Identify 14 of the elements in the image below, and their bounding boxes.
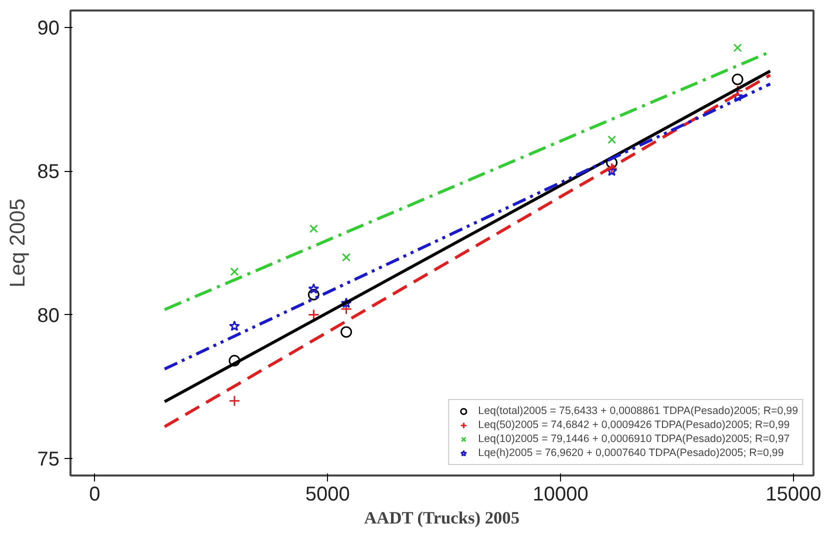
y-axis-title: Leq 2005 — [5, 198, 30, 288]
legend-label: Leq(50)2005 = 74,6842 + 0,0009426 TDPA(Pesado)2005; R=0,99 — [478, 418, 790, 432]
y-tick-label: 80 — [37, 304, 60, 327]
y-tick-label: 90 — [37, 18, 60, 40]
legend-label: Lqe(h)2005 = 76,9620 + 0,0007640 TDPA(Pesado)2005; R=0,99 — [478, 446, 784, 460]
x-tick-label: 0 — [89, 484, 100, 506]
y-tick-label: 75 — [37, 448, 60, 470]
x-tick-label: 5000 — [305, 484, 350, 506]
y-tick-label: 85 — [37, 161, 60, 184]
x-tick-label: 15000 — [766, 484, 822, 506]
legend-label: Leq(total)2005 = 75,6433 + 0,0008861 TDPA(Pesado)2005; R=0,99 — [478, 404, 798, 418]
x-tick-label: 10000 — [532, 484, 588, 506]
legend-label: Leq(10)2005 = 79,1446 + 0,0006910 TDPA(Pesado)2005; R=0,97 — [478, 432, 790, 446]
x-axis-title: AADT (Trucks) 2005 — [364, 508, 520, 528]
